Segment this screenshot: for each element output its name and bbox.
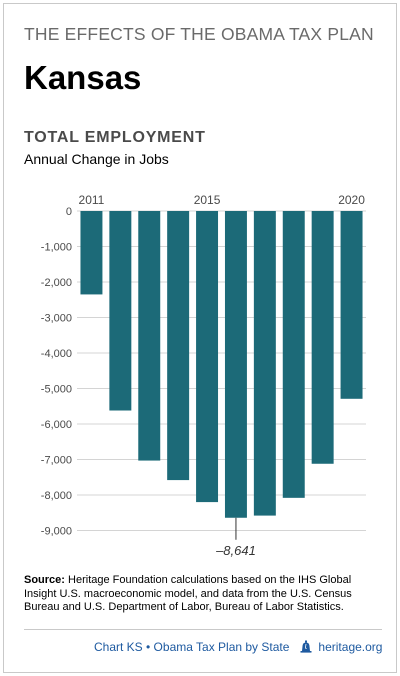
- series-title: THE EFFECTS OF THE OBAMA TAX PLAN: [24, 24, 374, 44]
- bar: [109, 211, 132, 411]
- x-tick-label: 2011: [79, 193, 105, 207]
- bar: [282, 211, 305, 498]
- chart-subtitle: Annual Change in Jobs: [24, 151, 169, 167]
- bar: [167, 211, 190, 481]
- source-label: Source:: [24, 574, 65, 586]
- x-tick-label: 2015: [194, 193, 221, 207]
- y-tick-label: -3,000: [41, 313, 72, 325]
- data-label: –8,641: [215, 543, 256, 558]
- y-tick-label: -7,000: [41, 455, 72, 467]
- x-tick-label: 2020: [338, 193, 365, 207]
- bar: [138, 211, 161, 461]
- y-tick-label: -1,000: [41, 242, 72, 254]
- bar: [224, 211, 247, 518]
- bar-chart: 0 -1,000 -2,000 -3,000 -4,000 -5,000 -6,000 -7,…: [41, 193, 366, 558]
- y-tick-label: -2,000: [41, 277, 72, 289]
- source-text: Heritage Foundation calculations based o…: [24, 574, 352, 613]
- y-tick-label: 0: [66, 206, 72, 218]
- source-note: Source: Heritage Foundation calculations…: [24, 574, 384, 615]
- liberty-bell-icon: [300, 640, 312, 653]
- state-title: Kansas: [24, 59, 142, 96]
- bar: [340, 211, 363, 399]
- site-link[interactable]: heritage.org: [318, 640, 383, 654]
- bar: [311, 211, 334, 464]
- bar: [253, 211, 276, 516]
- y-tick-label: -6,000: [41, 419, 72, 431]
- chart-card: THE EFFECTS OF THE OBAMA TAX PLAN Kansas…: [3, 3, 397, 673]
- y-tick-label: -4,000: [41, 348, 72, 360]
- y-tick-label: -8,000: [41, 490, 72, 502]
- footer-divider: [24, 629, 382, 630]
- footer: Chart KS • Obama Tax Plan by State herit…: [94, 640, 382, 654]
- y-tick-label: -9,000: [41, 526, 72, 538]
- y-tick-label: -5,000: [41, 384, 72, 396]
- chart-title: TOTAL EMPLOYMENT: [24, 129, 206, 146]
- bar: [80, 211, 103, 295]
- chart-id-label: Chart KS • Obama Tax Plan by State: [94, 640, 290, 654]
- bar: [196, 211, 219, 503]
